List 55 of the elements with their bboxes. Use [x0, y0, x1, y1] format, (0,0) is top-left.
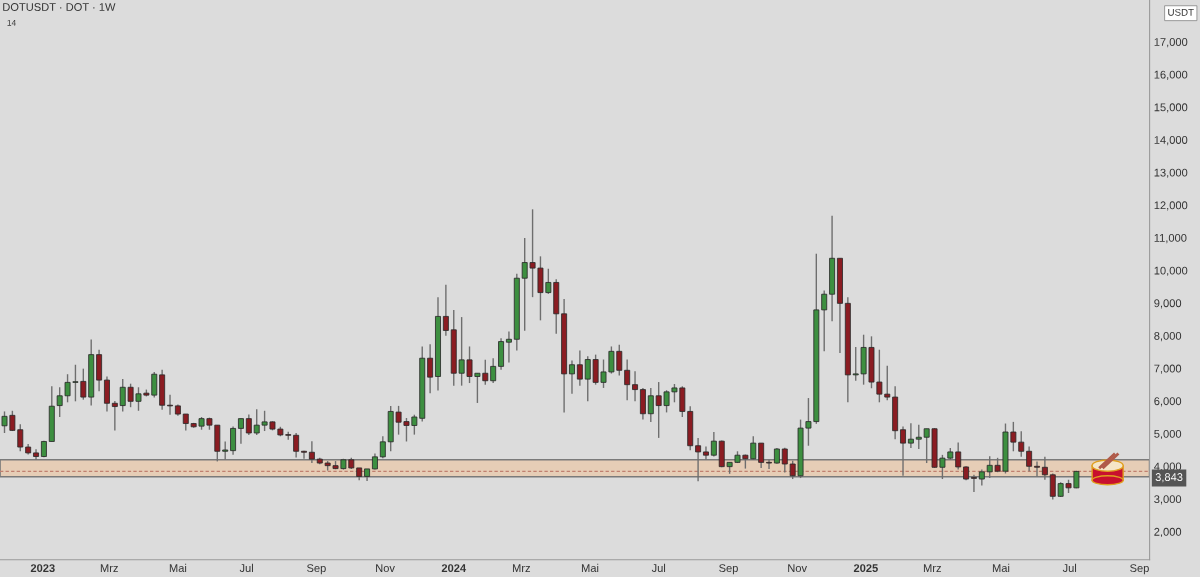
- ref-line-label: 3,843: [1155, 473, 1183, 483]
- candlestick: [569, 359, 575, 395]
- y-tick-label: 5,000: [1154, 429, 1182, 440]
- x-tick-label: Nov: [376, 564, 395, 573]
- y-tick-label: 16,000: [1154, 70, 1188, 80]
- y-tick-label: 8,000: [1154, 331, 1182, 342]
- x-tick-label: Mrz: [100, 564, 118, 572]
- candlestick: [442, 284, 449, 337]
- candlestick: [490, 357, 497, 384]
- candlestick: [624, 358, 631, 402]
- x-tick-label: Mrz: [512, 564, 531, 572]
- y-tick-label: 10,000: [1154, 266, 1188, 276]
- candlestick: [632, 370, 638, 403]
- candlestick: [907, 422, 914, 449]
- candlestick: [427, 343, 434, 394]
- y-tick-label: 9,000: [1154, 299, 1182, 309]
- x-tick-label: Jul: [239, 563, 253, 573]
- candlestick: [293, 432, 300, 459]
- x-tick-label: Sep: [719, 564, 738, 575]
- y-tick-label: 11,000: [1154, 233, 1187, 244]
- candlestick: [647, 387, 654, 423]
- annotation: 14: [7, 19, 16, 26]
- candlestick: [238, 417, 244, 445]
- x-tick-label: Mai: [992, 563, 1010, 573]
- x-tick-label: Sep: [307, 564, 326, 575]
- y-tick-label: 7,000: [1154, 364, 1182, 374]
- y-tick-label: 14,000: [1154, 136, 1188, 146]
- x-tick-label: Sep: [1130, 564, 1149, 575]
- x-tick-label: 2025: [853, 564, 878, 573]
- candlestick: [576, 349, 583, 387]
- y-tick-label: 2,000: [1154, 527, 1182, 538]
- y-tick-label: 6,000: [1154, 397, 1182, 407]
- y-tick-label: 17,000: [1154, 38, 1188, 48]
- y-tick-label: 15,000: [1154, 103, 1188, 113]
- x-tick-label: Jul: [1062, 563, 1077, 573]
- y-tick-label: 13,000: [1154, 168, 1188, 178]
- y-axis-title: USDT: [1168, 8, 1194, 16]
- candlestick: [104, 375, 110, 413]
- x-tick-label: 2024: [441, 564, 467, 573]
- candlestick: [230, 425, 237, 456]
- candlestick: [710, 431, 717, 458]
- x-tick-label: Mai: [169, 563, 187, 573]
- y-tick-label: 4,000: [1154, 462, 1182, 472]
- y-tick-label: 12,000: [1154, 201, 1188, 211]
- x-tick-label: Nov: [788, 564, 808, 573]
- x-tick-label: Mai: [581, 563, 599, 573]
- candlestick: [167, 394, 173, 416]
- y-tick-label: 3,000: [1154, 495, 1182, 505]
- candlestick: [245, 413, 252, 436]
- chart-title: DOTUSDT · DOT · 1W: [3, 3, 116, 11]
- candlestick: [505, 330, 512, 364]
- candlestick: [111, 400, 118, 432]
- x-tick-label: Jul: [651, 563, 666, 573]
- x-tick-label: 2023: [30, 564, 55, 573]
- x-tick-label: Mrz: [923, 564, 941, 572]
